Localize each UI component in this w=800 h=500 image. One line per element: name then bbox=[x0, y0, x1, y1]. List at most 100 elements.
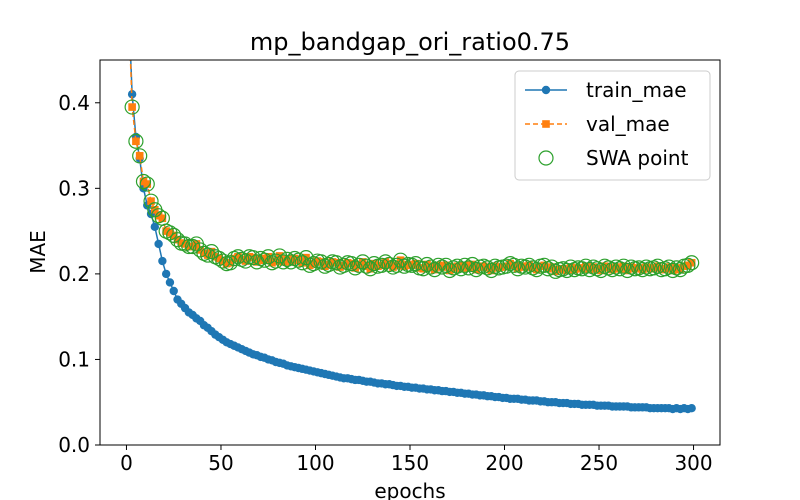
swa-point bbox=[479, 260, 496, 276]
swa-point bbox=[559, 262, 575, 279]
swa-point bbox=[298, 250, 314, 266]
swa-point bbox=[336, 257, 352, 273]
val-mae-point bbox=[135, 152, 144, 160]
val-mae-point bbox=[358, 258, 367, 266]
swa-point bbox=[268, 253, 284, 269]
swa-point bbox=[366, 256, 382, 272]
swa-point bbox=[449, 258, 465, 274]
swa-point bbox=[453, 261, 469, 277]
legend-swa-marker bbox=[538, 150, 554, 166]
swa-point bbox=[563, 259, 579, 275]
train-mae-point bbox=[687, 404, 696, 413]
swa-point bbox=[604, 262, 620, 278]
swa-point bbox=[237, 253, 254, 269]
swa-point bbox=[529, 262, 545, 278]
swa-point bbox=[279, 251, 295, 267]
val-mae-point bbox=[547, 263, 556, 271]
swa-point bbox=[612, 261, 628, 277]
val-mae-point bbox=[317, 258, 325, 266]
swa-point bbox=[169, 232, 186, 248]
val-mae-point bbox=[143, 180, 152, 188]
swa-point bbox=[328, 255, 344, 271]
swa-point bbox=[343, 256, 360, 272]
val-mae-point bbox=[597, 266, 605, 275]
y-tick-label: 0.0 bbox=[58, 433, 90, 457]
x-tick-label: 50 bbox=[208, 451, 233, 475]
swa-point bbox=[358, 258, 375, 274]
train-mae-point bbox=[158, 256, 167, 266]
swa-point bbox=[374, 257, 390, 273]
legend-train-marker bbox=[541, 85, 551, 95]
swa-point bbox=[377, 254, 394, 270]
val-mae-point bbox=[169, 231, 178, 240]
chart-title: mp_bandgap_ori_ratio0.75 bbox=[250, 28, 570, 56]
val-mae-point bbox=[392, 261, 401, 270]
swa-point bbox=[442, 262, 458, 279]
swa-point bbox=[347, 260, 363, 276]
train-mae-point bbox=[169, 286, 178, 296]
val-mae-point bbox=[302, 253, 310, 262]
x-tick-label: 100 bbox=[296, 451, 334, 475]
val-mae-point bbox=[147, 197, 155, 205]
val-mae-point bbox=[411, 259, 420, 268]
swa-point bbox=[185, 238, 201, 255]
swa-point bbox=[139, 176, 155, 192]
legend-val-marker bbox=[542, 120, 550, 128]
swa-point bbox=[135, 173, 152, 190]
val-mae-point bbox=[347, 259, 356, 268]
x-tick-label: 150 bbox=[391, 451, 429, 475]
swa-point bbox=[650, 258, 666, 274]
swa-point bbox=[124, 99, 140, 115]
val-mae-point bbox=[366, 264, 375, 273]
swa-point bbox=[521, 257, 537, 273]
swa-point bbox=[305, 256, 322, 272]
swa-point bbox=[381, 256, 397, 273]
val-mae-point bbox=[207, 247, 216, 256]
swa-point bbox=[121, 0, 135, 7]
y-axis-label: MAE bbox=[26, 230, 50, 274]
train-mae-point bbox=[154, 239, 163, 249]
x-tick-label: 200 bbox=[485, 451, 523, 475]
train-mae-point bbox=[150, 222, 160, 232]
swa-point bbox=[283, 254, 299, 270]
swa-point bbox=[423, 259, 439, 275]
swa-point bbox=[506, 257, 522, 273]
swa-point bbox=[181, 238, 197, 255]
x-tick-label: 250 bbox=[580, 451, 618, 475]
legend-val-label: val_mae bbox=[586, 112, 670, 136]
swa-point bbox=[619, 262, 635, 279]
val-mae-point bbox=[132, 137, 140, 146]
swa-point bbox=[634, 262, 651, 278]
x-tick-label: 0 bbox=[120, 451, 133, 475]
train-mae-point bbox=[127, 90, 137, 99]
swa-point bbox=[408, 256, 424, 272]
swa-point bbox=[192, 242, 208, 258]
swa-point bbox=[426, 262, 443, 278]
train-mae-line bbox=[130, 60, 692, 410]
y-tick-label: 0.2 bbox=[58, 262, 90, 286]
val-mae-point bbox=[158, 214, 167, 223]
swa-point bbox=[245, 250, 261, 266]
val-mae-point bbox=[125, 0, 133, 4]
val-mae-point bbox=[226, 258, 235, 267]
swa-point bbox=[684, 255, 700, 271]
val-mae-point bbox=[241, 257, 250, 265]
swa-point bbox=[313, 254, 329, 270]
val-mae-point bbox=[332, 258, 341, 267]
swa-point bbox=[468, 262, 484, 278]
swa-point bbox=[593, 262, 609, 279]
swa-point bbox=[665, 262, 681, 279]
legend-box bbox=[514, 70, 711, 181]
val-mae-point bbox=[271, 257, 280, 265]
y-tick-label: 0.3 bbox=[58, 176, 90, 200]
x-axis-label: epochs bbox=[374, 479, 445, 500]
swa-point bbox=[615, 258, 632, 274]
val-mae-point bbox=[298, 258, 307, 267]
val-mae-point bbox=[419, 264, 428, 273]
val-mae-point bbox=[687, 258, 696, 267]
swa-point bbox=[132, 148, 148, 164]
swa-point bbox=[672, 262, 688, 278]
legend: train_mae val_mae SWA point bbox=[514, 70, 711, 181]
